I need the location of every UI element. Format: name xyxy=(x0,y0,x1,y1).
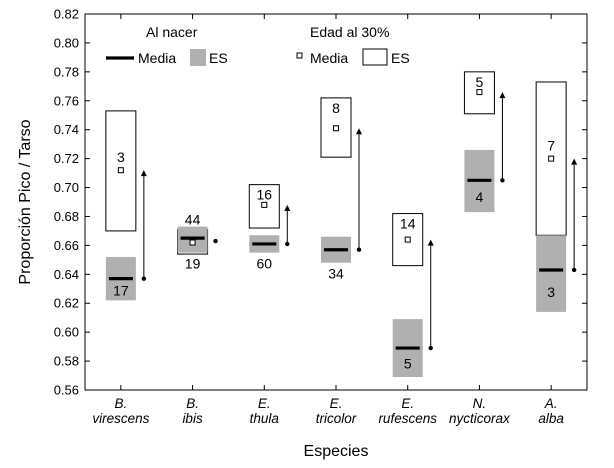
legend: Al nacer Media ES Edad al 30% Media ES xyxy=(106,24,410,66)
arrow-head xyxy=(284,204,291,211)
birth-n-label: 19 xyxy=(185,256,201,272)
arrow-head xyxy=(571,158,578,165)
arrow-head xyxy=(427,239,434,246)
x-tick-label-genus: B. xyxy=(114,396,127,411)
y-axis: 0.56 0.58 0.60 0.62 0.64 0.66 0.68 0.70 0.72 0.74… xyxy=(54,7,587,398)
chart-marks: 17 3 19 44 60 16 34 8 5 14 4 5 3 7 xyxy=(105,71,578,377)
x-tick-label-species: tricolor xyxy=(316,411,357,426)
x-tick-label-species: ibis xyxy=(182,411,203,426)
adult-n-label: 44 xyxy=(185,211,201,227)
legend-mean-square-icon xyxy=(296,52,303,59)
x-tick-label-genus: A. xyxy=(544,396,558,411)
x-tick-label-genus: E. xyxy=(330,396,343,411)
x-tick-label-species: rufescens xyxy=(378,411,437,426)
x-axis-label: Especies xyxy=(304,443,369,460)
x-tick-label-species: thula xyxy=(250,411,280,426)
birth-n-label: 17 xyxy=(113,282,129,298)
y-tick-label: 0.80 xyxy=(54,35,79,50)
adult-n-label: 16 xyxy=(256,187,272,203)
plot-frame xyxy=(84,13,588,391)
y-tick-label: 0.62 xyxy=(54,296,79,311)
legend-title-birth: Al nacer xyxy=(146,24,198,40)
adult-n-label: 8 xyxy=(332,100,340,116)
x-tick-label-genus: E. xyxy=(258,396,271,411)
adult-n-label: 3 xyxy=(117,149,125,165)
adult-n-label: 7 xyxy=(547,138,555,154)
adult-n-label: 14 xyxy=(400,216,416,232)
x-axis: B.virescensB.ibisE.thulaE.tricolorE.rufe… xyxy=(92,14,564,426)
birth-se-box xyxy=(536,235,567,312)
legend-birth-se-label: ES xyxy=(209,50,228,66)
y-tick-label: 0.74 xyxy=(54,122,79,137)
y-tick-label: 0.64 xyxy=(54,267,79,282)
arrow-head xyxy=(356,128,362,135)
adult-mean-marker xyxy=(548,155,555,162)
x-tick-label-genus: N. xyxy=(473,396,487,411)
y-tick-label: 0.66 xyxy=(54,238,79,253)
x-tick-label-genus: E. xyxy=(401,396,414,411)
adult-mean-marker xyxy=(404,236,411,243)
x-tick-label-species: alba xyxy=(538,411,564,426)
birth-n-label: 4 xyxy=(476,189,484,205)
birth-n-label: 5 xyxy=(404,356,412,372)
birth-n-label: 34 xyxy=(328,266,344,282)
y-tick-label: 0.78 xyxy=(54,64,79,79)
y-tick-label: 0.70 xyxy=(54,180,79,195)
birth-n-label: 3 xyxy=(547,284,555,300)
arrow-head xyxy=(499,92,506,99)
x-tick-label-genus: B. xyxy=(186,396,199,411)
adult-mean-marker xyxy=(333,125,339,132)
x-tick-label-species: virescens xyxy=(92,411,149,426)
y-tick-label: 0.58 xyxy=(54,354,79,369)
adult-mean-marker xyxy=(476,89,483,96)
arrow-head xyxy=(140,170,147,177)
y-tick-label: 0.72 xyxy=(54,151,79,166)
legend-adult-se-label: ES xyxy=(391,50,410,66)
adult-mean-marker xyxy=(261,201,268,208)
y-tick-label: 0.76 xyxy=(54,93,79,108)
arrow-start-dot xyxy=(213,238,218,244)
legend-adult-mean-label: Media xyxy=(310,50,348,66)
y-tick-label: 0.56 xyxy=(54,383,79,398)
adult-mean-marker xyxy=(117,167,124,174)
adult-n-label: 5 xyxy=(476,74,484,90)
y-tick-label: 0.68 xyxy=(54,209,79,224)
adult-mean-marker xyxy=(189,239,196,246)
legend-birth-mean-label: Media xyxy=(138,50,176,66)
legend-se-fill-icon xyxy=(190,49,206,66)
y-tick-label: 0.60 xyxy=(54,325,79,340)
x-tick-label-species: nycticorax xyxy=(449,411,511,426)
legend-se-open-icon xyxy=(362,48,388,66)
y-axis-label: Proporción Pico / Tarso xyxy=(17,119,34,284)
y-tick-label: 0.82 xyxy=(54,7,79,22)
legend-title-adult: Edad al 30% xyxy=(310,24,389,40)
birth-n-label: 60 xyxy=(256,256,272,272)
